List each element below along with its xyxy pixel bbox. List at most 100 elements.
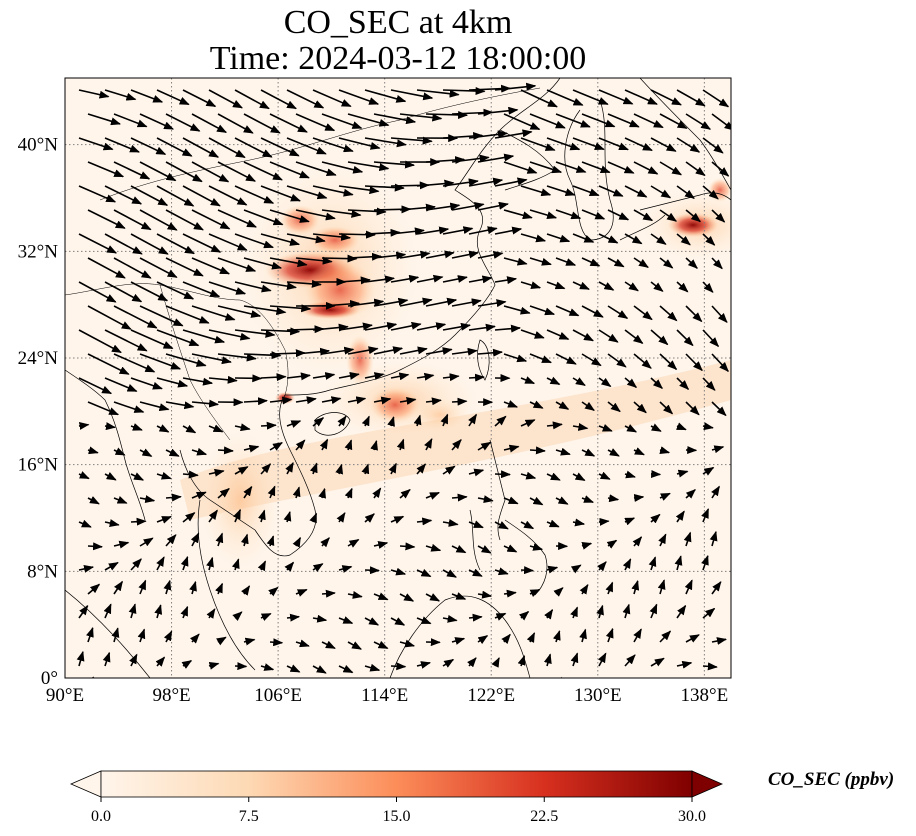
wind-vector (494, 567, 509, 576)
wind-vector (425, 593, 441, 602)
wind-vector (78, 137, 114, 151)
wind-vector (234, 466, 249, 475)
wind-vector (552, 630, 561, 643)
wind-vector (260, 185, 301, 202)
wind-vector (598, 517, 610, 526)
wind-vector (416, 274, 444, 283)
wind-vector (139, 495, 156, 503)
wind-vector (390, 617, 406, 626)
wind-vector (572, 518, 586, 527)
wind-vector (165, 534, 177, 547)
wind-vector (156, 233, 195, 255)
wind-vector (517, 655, 526, 667)
colorbar-extend-max (691, 770, 724, 798)
wind-vector (711, 209, 726, 223)
wind-vector (156, 329, 200, 347)
wind-vector (295, 161, 337, 177)
wind-vector (546, 519, 560, 528)
wind-vector (674, 555, 683, 571)
wind-vector (283, 510, 292, 523)
wind-vector (675, 510, 685, 523)
x-tick-label: 90°E (46, 685, 84, 706)
wind-vector (451, 347, 478, 356)
wind-vector (477, 590, 493, 599)
wind-vector (208, 281, 247, 295)
x-tick-label: 98°E (152, 685, 190, 706)
wind-vector (260, 233, 301, 246)
wind-vector (660, 689, 675, 690)
wind-vector (650, 329, 669, 346)
wind-vector (416, 616, 432, 625)
wind-vector (607, 494, 620, 503)
wind-vector (546, 329, 570, 340)
wind-vector (425, 347, 453, 355)
wind-vector (676, 137, 701, 153)
wind-vector (182, 233, 222, 253)
wind-vector (581, 353, 602, 367)
wind-vector (218, 690, 229, 692)
wind-vector (130, 377, 163, 390)
wind-vector (286, 233, 326, 244)
wind-vector (390, 372, 410, 381)
wind-vector (442, 226, 474, 235)
wind-vector (258, 509, 266, 523)
wind-vector (503, 113, 541, 131)
wind-vector (113, 113, 148, 128)
wind-vector (527, 677, 535, 678)
wind-vector (78, 377, 113, 395)
wind-vector (364, 321, 398, 331)
wind-vector (477, 153, 515, 163)
wind-vector (182, 424, 197, 434)
wind-vector (390, 515, 405, 524)
colorbar-tick-label: 15.0 (383, 808, 411, 825)
wind-vector (243, 305, 287, 315)
wind-vector (633, 209, 654, 222)
wind-vector (191, 399, 220, 408)
wind-vector (416, 463, 426, 475)
wind-vector (676, 422, 687, 431)
wind-vector (234, 423, 251, 432)
wind-vector (711, 113, 731, 131)
wind-vector (284, 561, 295, 572)
wind-vector (468, 613, 483, 622)
wind-vector (234, 185, 275, 204)
wind-vector (597, 561, 607, 572)
wind-vector (650, 185, 672, 199)
wind-vector (572, 89, 609, 105)
wind-vector (156, 137, 193, 157)
wind-vector (683, 531, 692, 547)
wind-vector (129, 653, 138, 667)
wind-vector (520, 89, 558, 108)
wind-vector (338, 276, 371, 285)
wind-vector (520, 185, 552, 197)
wind-vector (130, 233, 169, 255)
wind-vector (130, 517, 147, 526)
wind-vector (233, 508, 242, 523)
wind-vector (425, 491, 440, 500)
wind-vector (416, 661, 431, 669)
wind-vector (451, 250, 480, 259)
wind-vector (581, 495, 594, 503)
wind-vector (581, 161, 611, 174)
wind-vector (165, 113, 201, 132)
wind-vector (138, 579, 147, 595)
wind-vector (104, 185, 143, 205)
wind-vector (529, 113, 566, 129)
wind-vector (182, 137, 220, 158)
x-tick-label: 106°E (254, 685, 302, 706)
wind-vector (468, 323, 496, 332)
wind-vector (191, 257, 231, 275)
wind-vector (206, 608, 216, 619)
wind-vector (494, 324, 521, 333)
wind-vector (373, 297, 409, 307)
wind-vector (217, 209, 257, 228)
wind-vector (529, 161, 563, 174)
wind-vector (373, 113, 417, 125)
wind-vector (165, 209, 204, 231)
wind-vector (347, 346, 379, 355)
wind-vector (87, 446, 99, 455)
wind-vector (78, 329, 122, 354)
wind-vector (165, 401, 195, 410)
wind-vector (87, 583, 101, 595)
wind-vector (191, 353, 232, 365)
